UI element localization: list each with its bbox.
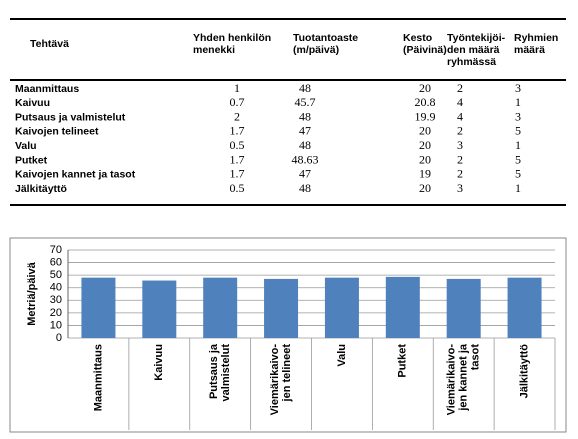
header-cell: Tuotantoaste xyxy=(293,32,358,44)
row-label: Valu xyxy=(15,140,37,152)
chart-frame xyxy=(9,237,567,433)
cell: 2 xyxy=(234,109,240,123)
bar xyxy=(81,277,116,338)
x-tick-label: Viemärikaivo- xyxy=(269,344,281,416)
bar xyxy=(324,277,359,338)
header-cell: menekki xyxy=(193,44,235,56)
cell: 2 xyxy=(457,152,463,166)
y-axis-label: Metriä/päivä xyxy=(26,261,38,325)
cell: 20 xyxy=(419,81,431,95)
cell: 1 xyxy=(515,181,521,195)
bar xyxy=(385,276,420,338)
y-tick-label: 60 xyxy=(50,256,62,268)
header-cell: Tehtävä xyxy=(30,38,69,50)
cell: 1 xyxy=(515,138,521,152)
x-tick-label: Maanmittaus xyxy=(92,344,104,411)
header-cell: määrä xyxy=(514,44,545,56)
header-cell: (Päivinä) xyxy=(403,44,447,56)
y-tick-label: 40 xyxy=(50,282,62,294)
cell: 1.7 xyxy=(230,152,245,166)
row-label: Putket xyxy=(15,154,48,166)
cell: 19.9 xyxy=(415,109,436,123)
y-tick-label: 50 xyxy=(50,269,62,281)
cell: 48 xyxy=(299,138,311,152)
cell: 5 xyxy=(515,152,521,166)
x-tick-label: Jälkitäyttö xyxy=(518,344,530,399)
cell: 47 xyxy=(299,124,311,138)
row-label: Kaivojen telineet xyxy=(15,126,99,138)
x-tick-label: Putsaus ja xyxy=(208,343,220,399)
cell: 1 xyxy=(515,95,521,109)
header-cell: Työntekijöi- xyxy=(447,32,506,44)
cell: 4 xyxy=(457,109,463,123)
cell: 20 xyxy=(419,138,431,152)
cell: 4 xyxy=(457,95,463,109)
header-cell: Ryhmien xyxy=(514,32,558,44)
header-cell: ryhmässä xyxy=(447,56,496,68)
cell: 48 xyxy=(299,181,311,195)
bar xyxy=(507,277,542,338)
cell: 2 xyxy=(457,167,463,181)
cell: 5 xyxy=(515,167,521,181)
cell: 2 xyxy=(457,124,463,138)
y-tick-label: 30 xyxy=(50,294,62,306)
cell: 20 xyxy=(419,124,431,138)
x-tick-label: valmistelut xyxy=(220,344,232,402)
cell: 3 xyxy=(457,138,463,152)
x-tick-label: tasot xyxy=(470,344,482,371)
cell: 3 xyxy=(515,81,521,95)
cell: 45.7 xyxy=(295,95,316,109)
cell: 3 xyxy=(457,181,463,195)
x-tick-label: jen telineet xyxy=(281,344,293,403)
bar xyxy=(203,277,238,338)
cell: 47 xyxy=(299,167,311,181)
bar xyxy=(142,280,177,338)
x-tick-label: Valu xyxy=(336,344,348,367)
header-cell: Kesto xyxy=(403,32,432,44)
cell: 20.8 xyxy=(415,95,436,109)
cell: 0.5 xyxy=(230,138,245,152)
cell: 0.7 xyxy=(230,95,245,109)
cell: 1 xyxy=(234,81,240,95)
x-tick-label: Viemärikaivo- xyxy=(446,344,458,416)
bar xyxy=(446,278,481,338)
cell: 5 xyxy=(515,124,521,138)
cell: 19 xyxy=(419,167,431,181)
x-tick-label: jen kannet ja xyxy=(458,343,470,412)
header-cell: (m/päivä) xyxy=(293,44,339,56)
cell: 0.5 xyxy=(230,181,245,195)
row-label: Kaivuu xyxy=(15,97,50,109)
y-tick-label: 20 xyxy=(50,307,62,319)
y-tick-label: 70 xyxy=(50,244,62,256)
cell: 1.7 xyxy=(230,124,245,138)
x-tick-label: Kaivuu xyxy=(153,344,165,381)
cell: 2 xyxy=(457,81,463,95)
cell: 3 xyxy=(515,109,521,123)
cell: 20 xyxy=(419,152,431,166)
x-tick-label: Putket xyxy=(397,344,409,378)
row-label: Putsaus ja valmistelut xyxy=(15,111,126,123)
cell: 1.7 xyxy=(230,167,245,181)
cell: 48 xyxy=(299,81,311,95)
row-label: Kaivojen kannet ja tasot xyxy=(15,169,136,181)
cell: 48 xyxy=(299,109,311,123)
row-label: Maanmittaus xyxy=(15,83,79,95)
row-label: Jälkitäyttö xyxy=(15,183,67,195)
header-cell: den määrä xyxy=(447,44,500,56)
cell: 48.63 xyxy=(292,152,319,166)
bar xyxy=(264,278,299,338)
y-tick-label: 0 xyxy=(56,332,62,344)
header-cell: Yhden henkilön xyxy=(193,32,271,44)
y-tick-label: 10 xyxy=(50,319,62,331)
cell: 20 xyxy=(419,181,431,195)
